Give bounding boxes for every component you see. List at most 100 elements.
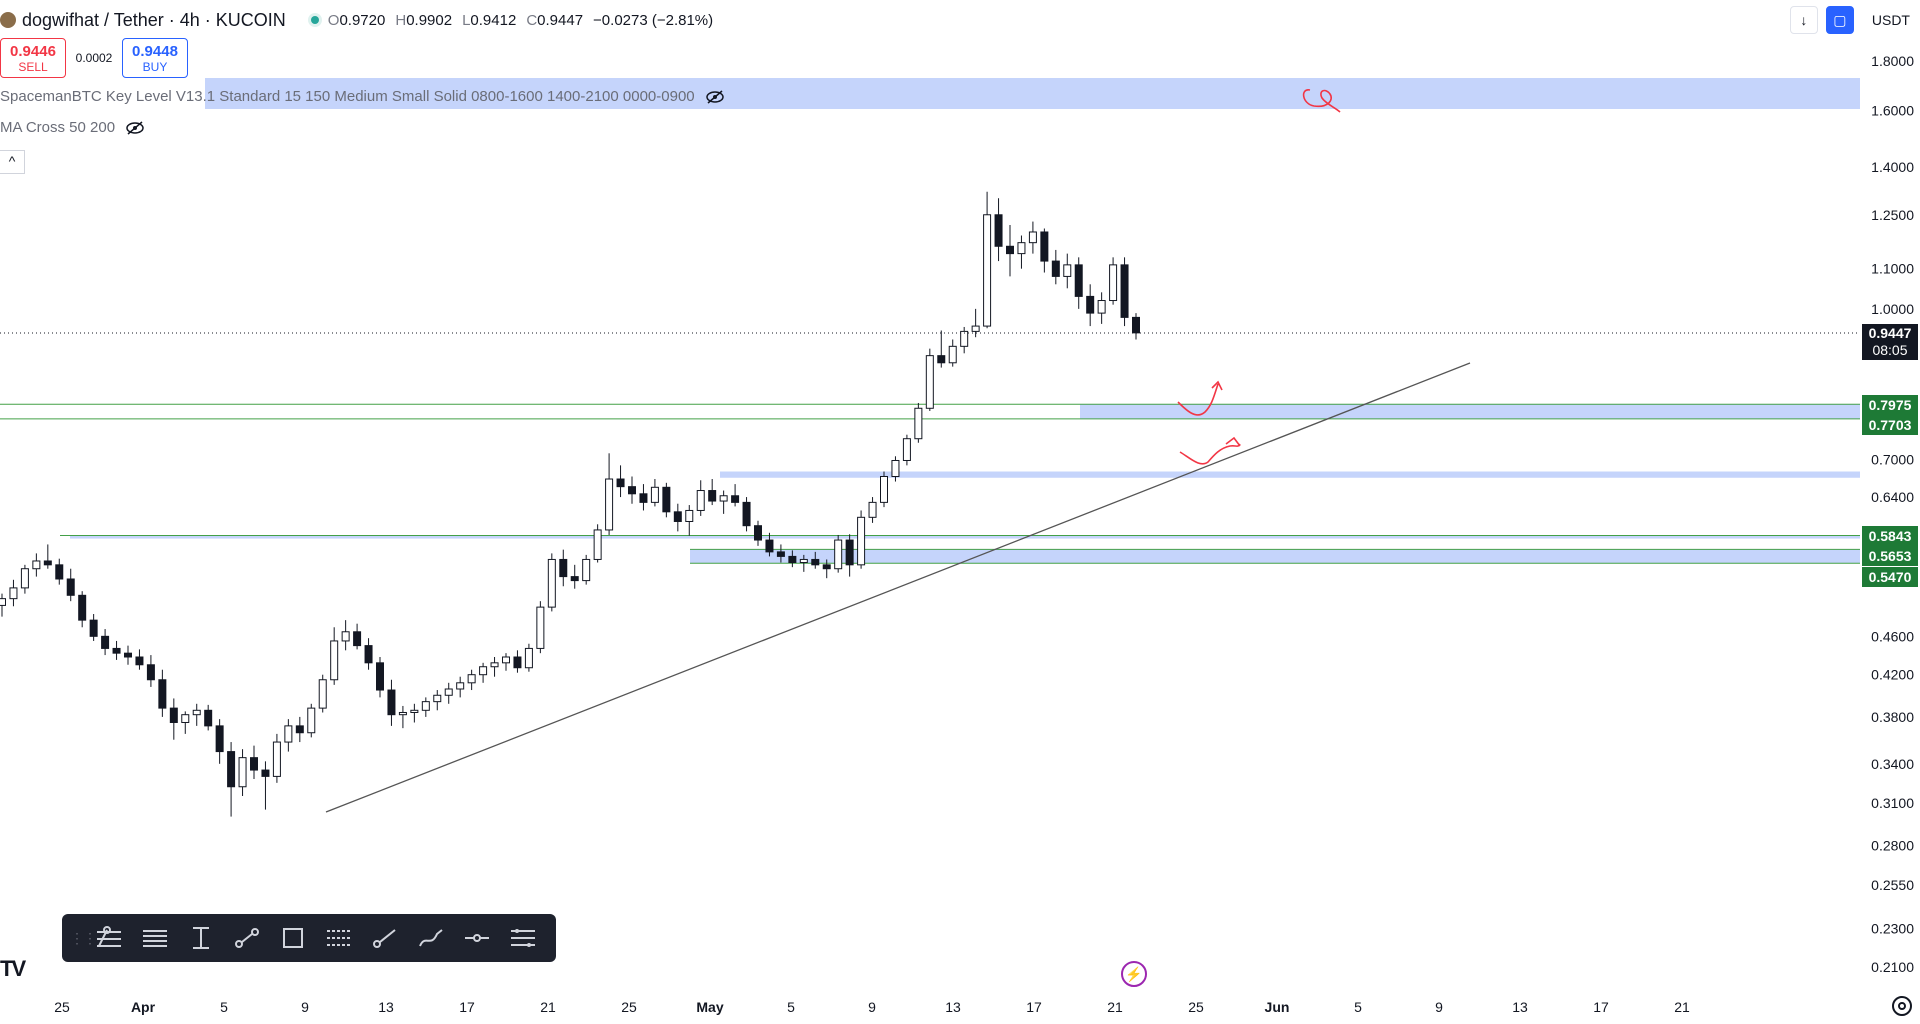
market-status-icon[interactable] — [307, 13, 322, 27]
candle-body — [490, 662, 499, 668]
candle-body — [799, 558, 808, 564]
indicator-ma-cross[interactable]: MA Cross 50 200 — [0, 119, 145, 136]
price-tick-label: 1.4000 — [1871, 159, 1914, 175]
candle-body — [398, 711, 407, 716]
candle-body — [43, 560, 52, 566]
ray-icon[interactable] — [362, 914, 408, 962]
open-label: O — [327, 11, 340, 29]
candle-body — [238, 757, 247, 788]
candle-body — [169, 707, 178, 723]
symbol-title[interactable]: dogwifhat / Tether · 4h · KUCOIN — [22, 9, 286, 30]
candle-body — [78, 594, 87, 621]
candle-body — [616, 478, 625, 488]
candle-body — [742, 501, 751, 527]
annotations — [1177, 89, 1341, 465]
candle-body — [1063, 264, 1072, 277]
price-tick-label: 0.3400 — [1871, 756, 1914, 772]
candle-body — [307, 707, 316, 734]
settings-lines-icon[interactable] — [500, 914, 546, 962]
candle-body — [204, 709, 213, 727]
buy-button[interactable]: 0.9448 BUY — [122, 38, 188, 78]
brush-icon[interactable] — [408, 914, 454, 962]
price-tick-label: 0.2550 — [1871, 877, 1914, 893]
price-tick-label: 0.6400 — [1871, 489, 1914, 505]
time-tick-label: 25 — [621, 999, 637, 1015]
candle-body — [318, 679, 327, 709]
candle-body — [101, 635, 110, 649]
candle-body — [891, 459, 900, 477]
low-value: 0.9412 — [470, 11, 517, 29]
price-tick-label: 0.3100 — [1871, 795, 1914, 811]
candle-body — [112, 647, 121, 654]
candle-body — [902, 438, 911, 461]
price-tick-label: 0.2800 — [1871, 838, 1914, 854]
candle-body — [513, 656, 522, 669]
download-icon[interactable]: ↓ — [1789, 6, 1818, 34]
candle-body — [1074, 264, 1083, 297]
zones-layer — [70, 78, 1860, 564]
ohlc-values: O0.9720 H0.9902 L0.9412 C0.9447 −0.0273 … — [328, 12, 713, 29]
level-label: 0.5843 — [1862, 526, 1918, 546]
candle-body — [880, 475, 888, 503]
trade-panel: 0.9446 SELL 0.0002 0.9448 BUY — [0, 38, 188, 78]
candle-body — [227, 751, 236, 788]
time-tick-label: Jun — [1265, 999, 1290, 1015]
candle-body — [914, 407, 923, 440]
eye-hidden-icon[interactable] — [125, 120, 145, 135]
price-tick-label: 0.4200 — [1871, 667, 1914, 683]
trendline[interactable] — [325, 362, 1471, 813]
vertical-ray-icon[interactable] — [178, 914, 224, 962]
close-label: C — [526, 11, 538, 29]
price-axis[interactable]: 1.8000 1.6000 1.4000 1.2500 1.1000 1.0000 0.70… — [1871, 53, 1914, 975]
horizontal-lines-icon[interactable] — [132, 914, 178, 962]
candle-body — [479, 666, 488, 676]
drag-handle-icon[interactable]: ⋮⋮ — [70, 930, 97, 946]
settings-icon[interactable] — [1892, 996, 1912, 1016]
price-tick-label: 0.2300 — [1871, 921, 1914, 937]
annotation-arrow-1 — [1177, 380, 1223, 416]
eye-hidden-icon[interactable] — [705, 89, 725, 104]
currency-selector[interactable]: USDT — [1871, 12, 1910, 28]
tradingview-logo[interactable]: TV — [0, 956, 26, 981]
candle-body — [822, 564, 831, 570]
candle-body — [295, 725, 304, 734]
bar-countdown: 08:05 — [1872, 342, 1908, 358]
time-tick-label: 17 — [459, 999, 475, 1015]
candle-body — [20, 568, 29, 589]
indicator-label: MA Cross 50 200 — [0, 119, 116, 136]
annotation-arrow-2 — [1179, 436, 1241, 465]
trend-line-icon[interactable] — [224, 914, 270, 962]
open-value: 0.9720 — [339, 11, 386, 29]
time-tick-label: Apr — [131, 999, 156, 1015]
price-range-icon[interactable] — [316, 914, 362, 962]
time-tick-label: 17 — [1593, 999, 1609, 1015]
key-level-zone — [70, 535, 1860, 539]
screen-icon[interactable]: ▢ — [1825, 6, 1854, 34]
candle-body — [410, 709, 419, 713]
collapse-indicators-button[interactable]: ^ — [0, 150, 25, 174]
trend-fib-icon[interactable] — [86, 914, 132, 962]
horizontal-line-icon[interactable] — [454, 914, 500, 962]
time-tick-label: 5 — [220, 999, 228, 1015]
flash-icon[interactable]: ⚡ — [1121, 961, 1147, 987]
time-axis[interactable]: 25 Apr 5 9 13 17 21 25 May 5 9 13 17 21 25 Jun 5 9 13 17 21 — [54, 999, 1690, 1015]
candle-body — [547, 558, 556, 608]
sell-label: SELL — [18, 60, 48, 74]
candle-body — [788, 555, 797, 564]
sell-button[interactable]: 0.9446 SELL — [0, 38, 66, 78]
time-tick-label: 5 — [1354, 999, 1362, 1015]
rectangle-icon[interactable] — [270, 914, 316, 962]
price-tick-label: 1.8000 — [1871, 53, 1914, 69]
symbol-header: dogwifhat / Tether · 4h · KUCOIN O0.9720… — [0, 6, 713, 34]
price-tick-label: 1.0000 — [1871, 301, 1914, 317]
candle-body — [845, 539, 854, 566]
time-tick-label: 9 — [1435, 999, 1443, 1015]
current-price: 0.9447 — [1868, 325, 1912, 341]
indicator-key-level[interactable]: SpacemanBTC Key Level V13.1 Standard 15 … — [0, 88, 725, 105]
candle-body — [1028, 231, 1037, 244]
level-label: 0.5653 — [1862, 546, 1918, 566]
candle-body — [719, 495, 728, 502]
